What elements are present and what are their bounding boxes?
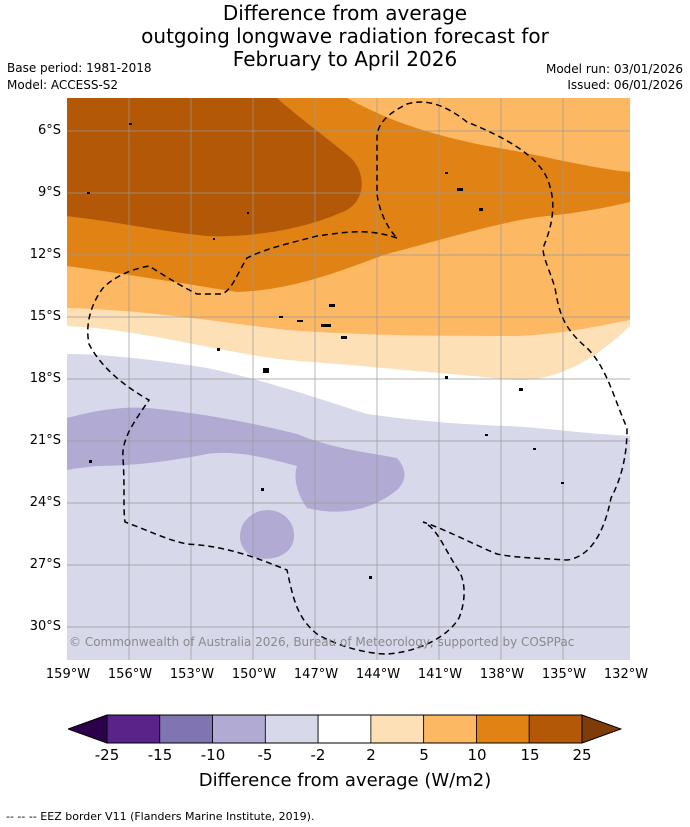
lon-tick: 156°W bbox=[107, 667, 153, 682]
map-canvas bbox=[67, 98, 630, 660]
colorbar-tick: 5 bbox=[419, 746, 429, 764]
issued-date: Issued: 06/01/2026 bbox=[567, 78, 683, 92]
model-run: Model run: 03/01/2026 bbox=[545, 62, 683, 76]
colorbar-cell bbox=[264, 714, 319, 744]
model-name: Model: ACCESS-S2 bbox=[7, 78, 119, 92]
lat-tick: 30°S bbox=[29, 619, 61, 634]
colorbar-cell bbox=[212, 714, 266, 744]
lat-tick: 24°S bbox=[29, 495, 61, 510]
colorbar-tick: 15 bbox=[520, 746, 540, 764]
lat-tick: 6°S bbox=[37, 123, 61, 138]
graticule bbox=[67, 98, 630, 660]
colorbar-tick: 10 bbox=[467, 746, 487, 764]
lon-tick: 132°W bbox=[603, 667, 649, 682]
colorbar-cell bbox=[528, 714, 583, 744]
band-neutral bbox=[67, 326, 630, 436]
copyright-notice: © Commonwealth of Australia 2026, Bureau… bbox=[69, 635, 575, 649]
band-minus-10-to-minus-5 bbox=[67, 407, 405, 512]
lat-tick: 27°S bbox=[29, 557, 61, 572]
colorbar-over-arrow bbox=[581, 714, 622, 744]
colorbar-tick: -5 bbox=[257, 746, 273, 764]
lon-tick: 159°W bbox=[45, 667, 91, 682]
colorbar-tick: 2 bbox=[366, 746, 376, 764]
colorbar-tick: -2 bbox=[310, 746, 326, 764]
colorbar-under-arrow bbox=[68, 714, 108, 744]
lon-tick: 150°W bbox=[231, 667, 277, 682]
title-line-3: February to April 2026 bbox=[232, 47, 458, 71]
band-15-to-25 bbox=[67, 98, 362, 237]
colorbar-tick: -15 bbox=[147, 746, 173, 764]
anomaly-map bbox=[67, 98, 630, 660]
lat-tick: 9°S bbox=[37, 185, 61, 200]
bottom-left-region bbox=[67, 618, 247, 660]
base-period: Base period: 1981-2018 bbox=[7, 61, 152, 75]
band-minus-10-blob bbox=[239, 510, 295, 559]
colorbar-cell bbox=[423, 714, 477, 744]
colorbar-cell bbox=[476, 714, 530, 744]
colorbar-cell bbox=[159, 714, 213, 744]
colorbar-cell bbox=[317, 714, 372, 744]
islands bbox=[87, 123, 564, 579]
lat-tick: 21°S bbox=[29, 433, 61, 448]
title-line-1: Difference from average bbox=[222, 1, 468, 25]
eez-border bbox=[87, 101, 628, 655]
lon-tick: 138°W bbox=[479, 667, 525, 682]
title-line-2: outgoing longwave radiation forecast for bbox=[141, 24, 549, 48]
lon-tick: 141°W bbox=[417, 667, 463, 682]
colorbar-cell bbox=[106, 714, 161, 744]
lat-tick: 15°S bbox=[29, 309, 61, 324]
lon-tick: 153°W bbox=[169, 667, 215, 682]
colorbar-cell bbox=[370, 714, 425, 744]
colorbar bbox=[68, 714, 622, 744]
colorbar-tick: -10 bbox=[200, 746, 226, 764]
lon-tick: 144°W bbox=[355, 667, 401, 682]
lat-tick: 12°S bbox=[29, 247, 61, 262]
colorbar-tick: 25 bbox=[572, 746, 592, 764]
colorbar-title: Difference from average (W/m2) bbox=[198, 770, 492, 791]
lat-tick: 18°S bbox=[29, 371, 61, 386]
lon-tick: 135°W bbox=[541, 667, 587, 682]
colorbar-tick: -25 bbox=[94, 746, 120, 764]
lon-tick: 147°W bbox=[293, 667, 339, 682]
eez-footnote: -- -- -- EEZ border V11 (Flanders Marine… bbox=[6, 810, 315, 823]
